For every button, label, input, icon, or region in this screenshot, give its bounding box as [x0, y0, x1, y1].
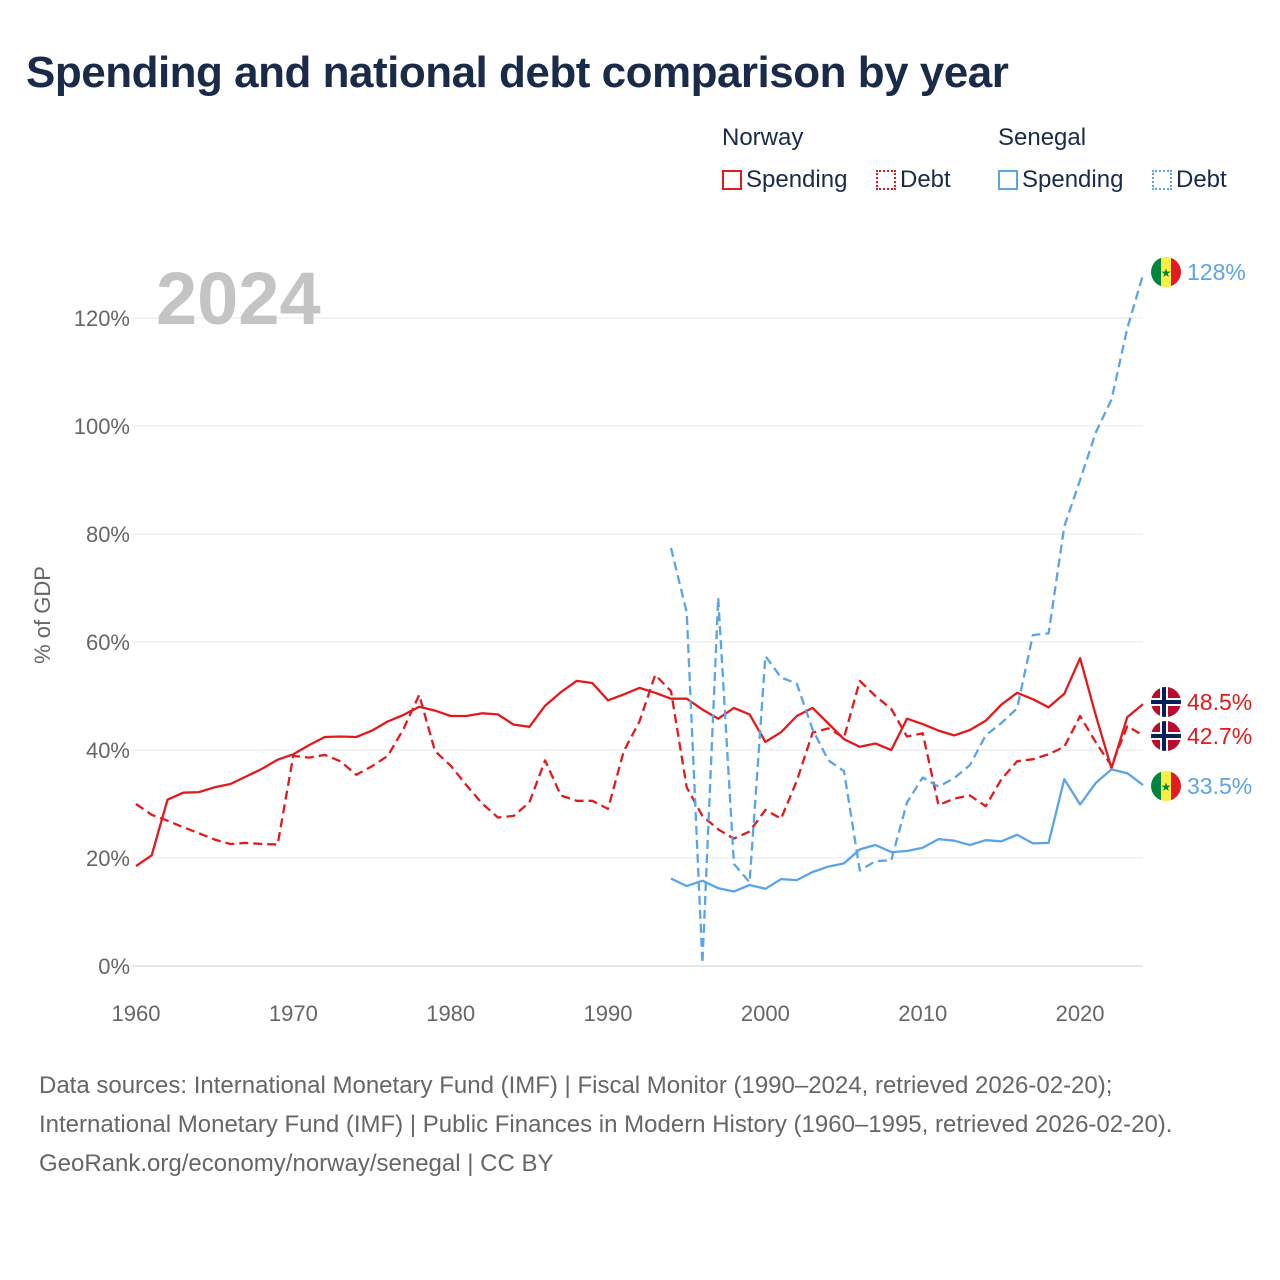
- flag-senegal-icon: ★: [1151, 257, 1181, 287]
- end-label-norway-debt: 48.5%: [1187, 689, 1252, 715]
- x-tick-label: 1980: [426, 1001, 475, 1026]
- legend-senegal-spending[interactable]: Spending: [998, 166, 1123, 194]
- y-tick-label: 40%: [86, 738, 130, 763]
- x-tick-label: 1960: [112, 1001, 161, 1026]
- year-label: 2024: [156, 257, 321, 340]
- end-label-senegal-debt: 128%: [1187, 259, 1246, 285]
- y-tick-label: 120%: [74, 306, 130, 331]
- series-line-senegal-spending[interactable]: [670, 768, 1144, 893]
- legend-senegal-debt[interactable]: Debt: [1152, 166, 1227, 194]
- y-tick-label: 100%: [74, 414, 130, 439]
- x-tick-label: 2000: [741, 1001, 790, 1026]
- y-tick-label: 20%: [86, 846, 130, 871]
- series-line-norway-debt[interactable]: [135, 673, 1144, 846]
- series-line-norway-spending[interactable]: [135, 657, 1144, 868]
- flag-senegal-icon: ★: [1151, 771, 1181, 801]
- end-label-senegal-spending: 33.5%: [1187, 773, 1252, 799]
- end-label-norway-spending: 42.7%: [1187, 723, 1252, 749]
- data-sources: Data sources: International Monetary Fun…: [39, 1072, 1173, 1138]
- legend-norway-spending[interactable]: Spending: [722, 166, 847, 194]
- legend-group-senegal: Senegal: [998, 124, 1087, 151]
- flag-norway-icon: [1151, 687, 1181, 717]
- y-tick-label: 60%: [86, 630, 130, 655]
- x-tick-label: 2010: [898, 1001, 947, 1026]
- end-markers: ★ 128% 48.5% 42.7%: [1151, 257, 1252, 801]
- x-tick-label: 2020: [1056, 1001, 1105, 1026]
- legend-group-norway: Norway: [722, 124, 804, 151]
- legend-swatch-solid-red: [722, 170, 742, 190]
- grid-lines: [132, 317, 1143, 967]
- legend-label: Spending: [746, 166, 848, 193]
- legend-swatch-solid-blue: [998, 170, 1018, 190]
- legend-swatch-dotted-red: [876, 170, 896, 190]
- credit-link[interactable]: GeoRank.org/economy/norway/senegal | CC …: [39, 1150, 554, 1177]
- x-tick-label: 1990: [584, 1001, 633, 1026]
- axes: 0% 20% 40% 60% 80% 100% 120% 1960 1970 1980 1990 20…: [30, 306, 1105, 1026]
- series-line-senegal-debt[interactable]: [669, 274, 1145, 965]
- legend-label: Spending: [1022, 166, 1124, 193]
- y-tick-label: 80%: [86, 522, 130, 547]
- flag-norway-icon: [1151, 721, 1181, 751]
- chart-title: Spending and national debt comparison by…: [26, 48, 1009, 97]
- legend-swatch-dotted-blue: [1152, 170, 1172, 190]
- y-axis-title: % of GDP: [30, 566, 55, 664]
- line-chart: 2024 0% 20% 40% 60% 80% 100% 120% 1960 1970 1980 1…: [30, 257, 1252, 1026]
- footer: Data sources: International Monetary Fun…: [39, 1066, 1239, 1183]
- y-tick-label: 0%: [98, 954, 130, 979]
- svg-text:★: ★: [1161, 266, 1172, 280]
- legend-label: Debt: [900, 166, 951, 193]
- x-tick-label: 1970: [269, 1001, 318, 1026]
- series-lines: [135, 274, 1145, 965]
- legend-label: Debt: [1176, 166, 1227, 193]
- svg-text:★: ★: [1161, 780, 1172, 794]
- legend-norway-debt[interactable]: Debt: [876, 166, 951, 194]
